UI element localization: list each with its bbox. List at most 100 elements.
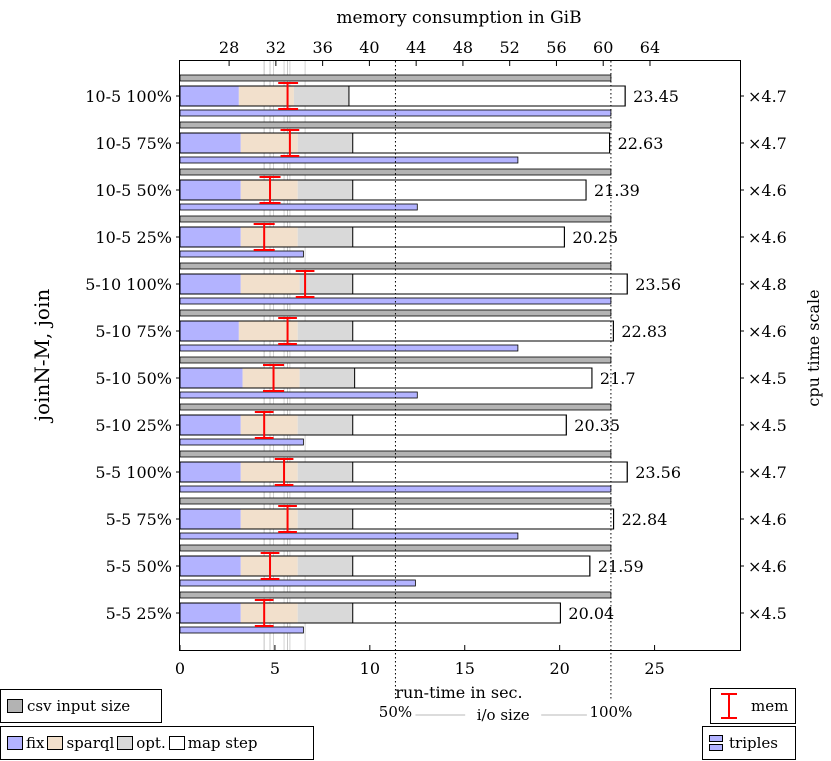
row-11: 20.04 5-5 25% ×4.5 (106, 591, 787, 634)
triples-bar (179, 438, 304, 446)
bar-opt (299, 368, 355, 388)
category-label: 5-5 75% (106, 510, 172, 529)
total-label: 23.45 (633, 87, 679, 106)
legend-triples-swatch-1 (709, 735, 723, 742)
cpu-scale-label: ×4.8 (748, 275, 787, 294)
legend-mem-label: mem (751, 697, 789, 715)
y-axis-label: joinN-M, join (30, 289, 54, 424)
io-100-label: 100% (589, 703, 632, 721)
cpu-scale-label: ×4.5 (748, 604, 787, 623)
triples-bar (179, 391, 418, 399)
bar-groups: 23.45 10-5 100% ×4.7 22.63 10-5 75% ×4.7 21.39… (85, 74, 787, 634)
cpu-scale-label: ×4.5 (748, 416, 787, 435)
total-label: 20.04 (568, 604, 614, 623)
x-tick-label: 20 (549, 659, 569, 678)
bar-sparql (240, 227, 298, 247)
bar-mapstep (352, 414, 567, 436)
chart-title: memory consumption in GiB (336, 8, 581, 28)
bar-opt (297, 462, 353, 482)
category-label: 5-5 100% (95, 463, 172, 482)
bar-mapstep (352, 132, 611, 154)
mem-tick-label: 64 (640, 38, 660, 57)
bar-fix (180, 556, 241, 576)
bar-sparql (240, 603, 298, 623)
legend-sparql-swatch (47, 736, 64, 750)
bar-fix (180, 603, 241, 623)
io-size-label: i/o size (477, 706, 530, 724)
bar-opt (299, 274, 353, 294)
total-label: 21.7 (600, 369, 636, 388)
bar-mapstep (352, 226, 565, 248)
bar-sparql (240, 133, 298, 153)
legend-map-label: map step (187, 734, 258, 752)
bar-sparql (242, 368, 300, 388)
triples-bar (179, 626, 304, 634)
cpu-scale-label: ×4.6 (748, 228, 787, 247)
total-label: 22.63 (618, 134, 664, 153)
total-label: 20.25 (572, 228, 618, 247)
bar-mapstep (352, 179, 587, 201)
category-label: 5-10 25% (95, 416, 172, 435)
bar-mapstep (352, 320, 614, 342)
legend-sparql-label: sparql (66, 734, 115, 752)
cpu-scale-label: ×4.6 (748, 557, 787, 576)
bar-fix (180, 86, 239, 106)
category-label: 5-10 100% (85, 275, 172, 294)
total-label: 23.56 (635, 275, 681, 294)
category-label: 10-5 50% (95, 181, 172, 200)
bar-mapstep (352, 508, 615, 530)
triples-bar (179, 250, 304, 258)
category-label: 10-5 100% (85, 87, 172, 106)
row-10: 21.59 5-5 50% ×4.6 (106, 544, 787, 587)
legend-fix-label: fix (26, 734, 45, 752)
row-7: 20.35 5-10 25% ×4.5 (95, 403, 787, 446)
x-tick-label: 0 (175, 659, 185, 678)
legend-csv-swatch (7, 699, 23, 713)
bar-opt (297, 180, 353, 200)
total-label: 21.59 (598, 557, 644, 576)
bar-fix (180, 227, 241, 247)
category-label: 5-5 50% (106, 557, 172, 576)
mem-tick-label: 60 (593, 38, 613, 57)
bar-opt (293, 86, 349, 106)
triples-bar (179, 532, 519, 540)
total-label: 21.39 (594, 181, 640, 200)
mem-tick-label: 40 (359, 38, 379, 57)
y2-axis-label: cpu time scale (804, 289, 823, 406)
total-label: 22.84 (622, 510, 668, 529)
legend-opt-swatch (117, 736, 134, 750)
bar-sparql (238, 86, 294, 106)
bar-opt (297, 415, 353, 435)
bar-mapstep (352, 461, 628, 483)
total-label: 23.56 (635, 463, 681, 482)
legend-triples-label: triples (729, 734, 778, 752)
mem-tick-label: 56 (546, 38, 566, 57)
io-reference-lines (394, 61, 612, 700)
row-3: 20.25 10-5 25% ×4.6 (95, 215, 787, 258)
bar-mapstep (348, 85, 626, 107)
row-0: 23.45 10-5 100% ×4.7 (85, 74, 787, 117)
legend-csv: csv input size (0, 689, 162, 723)
x-axis-label: run-time in sec. (395, 683, 522, 702)
total-label: 22.83 (621, 322, 667, 341)
mem-tick-label: 36 (312, 38, 332, 57)
plot-frame (179, 60, 741, 651)
row-4: 23.56 5-10 100% ×4.8 (85, 262, 787, 305)
triples-bar (179, 203, 418, 211)
mem-tick-label: 44 (406, 38, 426, 57)
bar-fix (180, 180, 241, 200)
io-50-label: 50% (379, 703, 412, 721)
bar-fix (180, 509, 241, 529)
bar-sparql (240, 415, 298, 435)
x-tick-label: 15 (455, 659, 475, 678)
category-label: 10-5 25% (95, 228, 172, 247)
triples-bar (179, 156, 519, 164)
bar-opt (297, 603, 353, 623)
row-9: 22.84 5-5 75% ×4.6 (106, 497, 787, 540)
row-5: 22.83 5-10 75% ×4.6 (95, 309, 787, 352)
bar-sparql (240, 462, 298, 482)
cpu-scale-label: ×4.7 (748, 134, 787, 153)
row-2: 21.39 10-5 50% ×4.6 (95, 168, 787, 211)
category-label: 10-5 75% (95, 134, 172, 153)
cpu-scale-label: ×4.6 (748, 322, 787, 341)
